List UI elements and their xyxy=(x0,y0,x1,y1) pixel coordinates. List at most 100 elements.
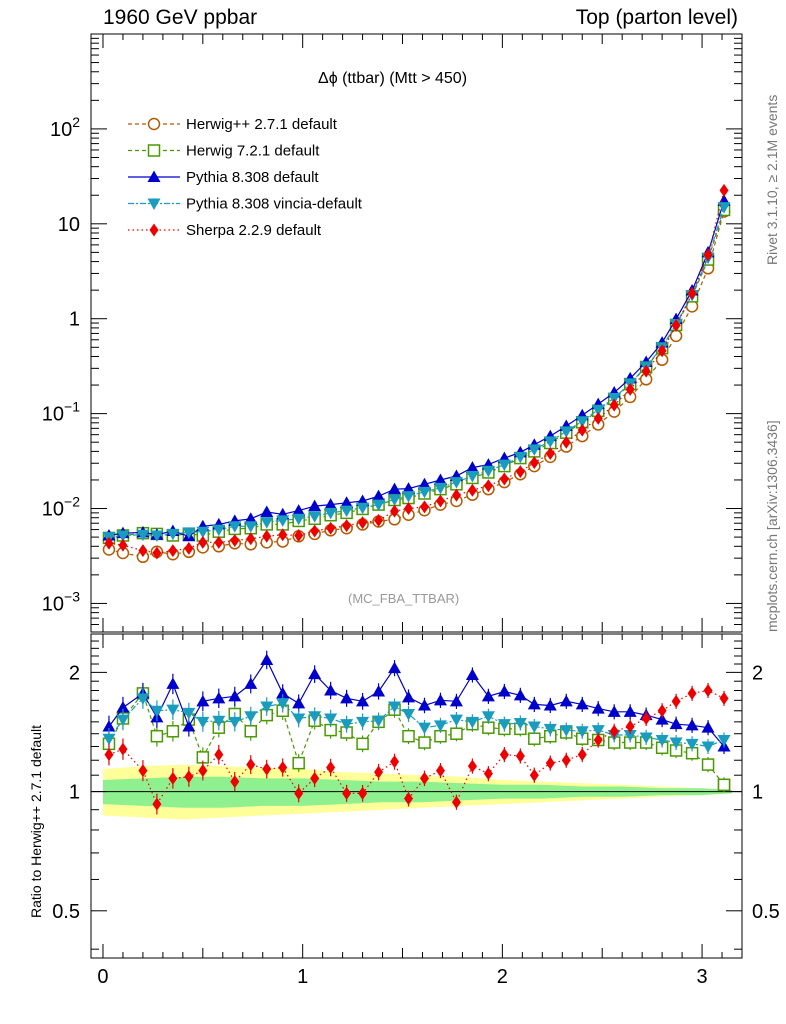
data-point-sherpa xyxy=(358,516,368,530)
ratio-y-tick-label: 0.5 xyxy=(52,901,80,923)
y-tick-label: 10−3 xyxy=(42,588,80,615)
data-point-pythia xyxy=(388,661,402,674)
data-point-sherpa xyxy=(374,765,384,779)
data-point-sherpa xyxy=(262,762,272,776)
data-point-pythia xyxy=(308,667,322,680)
data-point-sherpa xyxy=(545,447,555,461)
data-point-vincia xyxy=(513,451,527,464)
data-point-sherpa xyxy=(104,536,114,550)
data-point-vincia xyxy=(150,530,164,542)
data-point-sherpa xyxy=(294,528,304,542)
legend-marker-herwigpp xyxy=(147,117,161,131)
data-point-sherpa xyxy=(641,364,651,378)
data-point-sherpa xyxy=(561,435,571,449)
data-point-sherpa xyxy=(358,786,368,800)
ratio-ylabel: Ratio to Herwig++ 2.7.1 default xyxy=(28,724,44,918)
data-point-sherpa xyxy=(577,423,587,437)
data-point-vincia xyxy=(465,716,479,729)
data-point-pythia xyxy=(340,691,354,704)
series-ratio-pythia xyxy=(102,650,731,755)
data-point-sherpa xyxy=(529,456,539,470)
data-point-sherpa xyxy=(577,748,587,762)
data-point-sherpa xyxy=(104,748,114,762)
data-point-sherpa xyxy=(625,382,635,396)
data-point-sherpa xyxy=(703,248,713,262)
x-tick-label: 1 xyxy=(297,966,308,988)
data-point-pythia xyxy=(292,504,306,516)
data-point-sherpa xyxy=(214,748,224,762)
ratio-y-tick-label-right: 2 xyxy=(752,662,763,684)
data-point-pythia xyxy=(388,482,402,495)
data-point-pythia xyxy=(340,496,354,508)
ratio-y-tick-label-right: 1 xyxy=(752,782,763,804)
data-point-sherpa xyxy=(657,704,667,718)
data-point-sherpa xyxy=(246,532,256,546)
legend-marker-vincia xyxy=(147,198,161,210)
legend-label-herwig7: Herwig 7.2.1 default xyxy=(186,143,320,160)
data-point-pythia xyxy=(324,683,338,696)
legend: Herwig++ 2.7.1 default Herwig 7.2.1 defau… xyxy=(128,116,363,239)
data-point-sherpa xyxy=(230,534,240,548)
data-point-sherpa xyxy=(294,786,304,800)
header-left-label: 1960 GeV ppbar xyxy=(103,6,258,29)
data-point-vincia xyxy=(260,517,274,529)
data-point-pythia xyxy=(402,690,416,703)
data-point-sherpa xyxy=(483,479,493,493)
data-point-pythia xyxy=(116,701,130,713)
ratio-y-tick-label: 2 xyxy=(69,662,80,684)
data-point-herwig7 xyxy=(402,729,415,743)
data-point-sherpa xyxy=(687,686,697,700)
data-point-herwig7 xyxy=(450,727,463,740)
data-point-pythia xyxy=(308,499,322,512)
data-point-sherpa xyxy=(657,344,667,358)
data-point-sherpa xyxy=(374,513,384,527)
x-tick-label: 2 xyxy=(497,966,508,988)
y-tick-label: 10−1 xyxy=(42,399,80,426)
data-point-vincia xyxy=(685,738,699,751)
data-point-vincia xyxy=(575,416,589,428)
data-point-pythia xyxy=(212,691,226,704)
data-point-sherpa xyxy=(641,711,651,725)
data-point-vincia xyxy=(701,741,715,753)
data-point-sherpa xyxy=(152,546,162,560)
data-point-sherpa xyxy=(499,748,509,762)
data-point-pythia xyxy=(623,705,637,717)
data-point-pythia xyxy=(513,688,527,701)
data-point-sherpa xyxy=(467,759,477,773)
data-point-herwig7 xyxy=(356,737,369,751)
data-point-vincia xyxy=(417,486,431,499)
data-point-vincia xyxy=(465,471,479,483)
series-line-pythia xyxy=(108,658,725,747)
data-point-sherpa xyxy=(118,742,128,756)
data-point-herwig7 xyxy=(701,758,715,771)
data-point-sherpa xyxy=(515,749,525,763)
series-main-herwig7 xyxy=(102,203,731,545)
data-point-pythia xyxy=(701,721,715,733)
data-point-sherpa xyxy=(198,535,208,549)
data-point-pythia xyxy=(465,461,479,473)
data-point-sherpa xyxy=(609,724,619,738)
series-line-sherpa xyxy=(108,190,725,554)
legend-label-herwigpp: Herwig++ 2.7.1 default xyxy=(186,116,338,133)
data-point-herwig7 xyxy=(244,725,258,738)
data-point-vincia xyxy=(212,715,226,728)
data-point-sherpa xyxy=(310,524,320,538)
data-point-pythia xyxy=(372,684,386,697)
data-point-sherpa xyxy=(671,694,681,708)
data-point-sherpa xyxy=(152,797,162,811)
data-point-vincia xyxy=(196,526,210,539)
data-point-vincia xyxy=(433,482,447,495)
data-point-vincia xyxy=(623,729,637,742)
data-point-pythia xyxy=(497,684,511,697)
data-point-vincia xyxy=(402,709,416,721)
data-point-sherpa xyxy=(184,541,194,555)
data-point-sherpa xyxy=(703,683,713,697)
data-point-pythia xyxy=(372,489,386,502)
data-point-sherpa xyxy=(278,761,288,775)
data-point-vincia xyxy=(543,723,557,736)
data-point-vincia xyxy=(655,734,669,747)
data-point-pythia xyxy=(244,512,258,524)
data-point-sherpa xyxy=(593,411,603,425)
data-point-vincia xyxy=(481,465,495,478)
data-point-pythia xyxy=(276,686,290,699)
